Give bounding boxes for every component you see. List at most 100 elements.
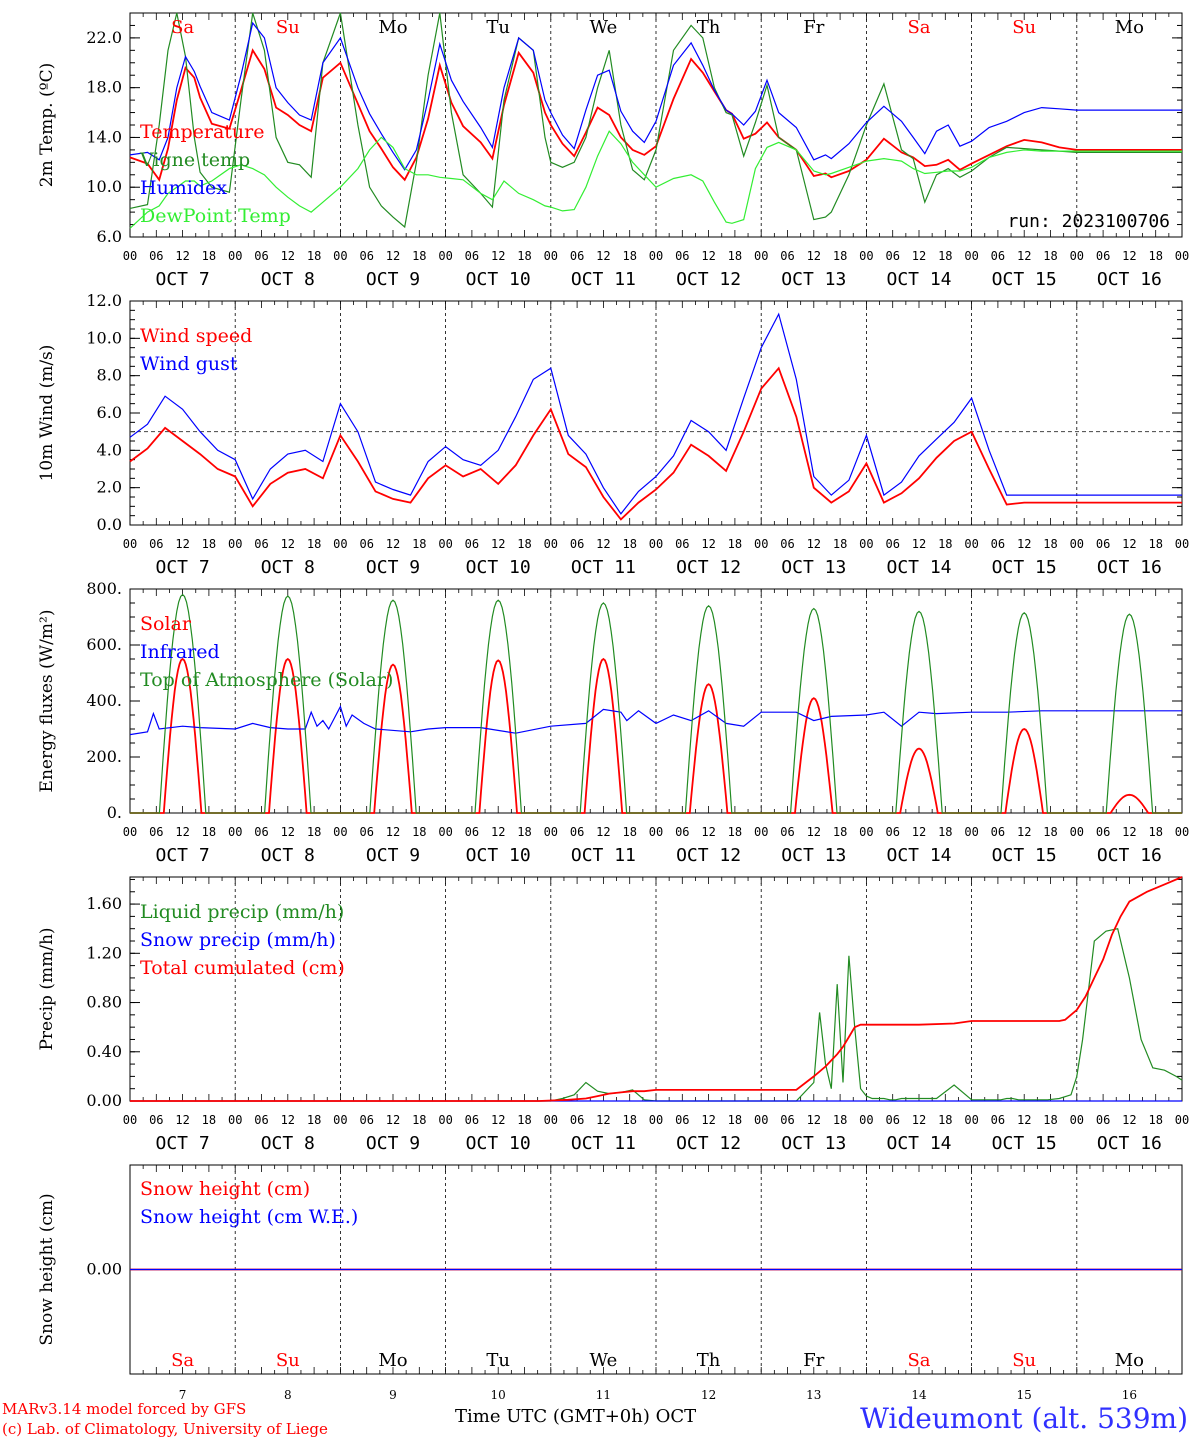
hour-tick-label: 00 — [228, 537, 242, 551]
weekday-label: Mo — [1115, 17, 1144, 38]
hour-tick-label: 18 — [412, 249, 426, 263]
date-tick-label: OCT 14 — [886, 269, 951, 290]
hour-tick-label: 12 — [386, 537, 400, 551]
date-tick-label: OCT 7 — [156, 1133, 210, 1154]
date-tick-label: OCT 11 — [571, 845, 636, 866]
hour-tick-label: 12 — [281, 537, 295, 551]
weekday-label: Su — [1012, 17, 1036, 38]
legend-entry: Snow precip (mm/h) — [140, 929, 336, 951]
day-number-label: 9 — [389, 1388, 397, 1402]
series-line-humidex — [129, 21, 1182, 171]
hour-tick-label: 06 — [780, 825, 794, 839]
hour-tick-label: 00 — [1070, 825, 1084, 839]
hour-tick-label: 12 — [281, 249, 295, 263]
y-tick-label: 600. — [86, 635, 122, 654]
hour-tick-label: 18 — [728, 249, 742, 263]
hour-tick-label: 06 — [991, 537, 1005, 551]
series-line-total-cumulated-cm- — [130, 876, 1183, 1102]
y-tick-label: 800. — [86, 579, 122, 598]
date-tick-label: OCT 11 — [571, 557, 636, 578]
weekday-label: Mo — [378, 1350, 407, 1371]
y-axis-title: Precip (mm/h) — [37, 927, 57, 1050]
hour-tick-label: 18 — [412, 1113, 426, 1127]
weekday-label: Fr — [803, 1350, 824, 1371]
hour-tick-label: 12 — [1017, 825, 1031, 839]
day-number-label: 14 — [911, 1388, 927, 1402]
hour-tick-label: 18 — [728, 1113, 742, 1127]
weekday-label: Su — [276, 1350, 300, 1371]
hour-tick-label: 18 — [202, 1113, 216, 1127]
date-tick-label: OCT 8 — [261, 845, 315, 866]
hour-tick-label: 18 — [1043, 537, 1057, 551]
hour-tick-label: 00 — [964, 825, 978, 839]
hour-tick-label: 12 — [175, 1113, 189, 1127]
weekday-label: Sa — [171, 1350, 194, 1371]
date-tick-label: OCT 15 — [992, 845, 1057, 866]
plot-frame — [129, 300, 1183, 526]
hour-tick-label: 00 — [964, 1113, 978, 1127]
y-axis-title: Energy fluxes (W/m²) — [37, 610, 57, 793]
hour-tick-label: 18 — [1043, 1113, 1057, 1127]
date-tick-label: OCT 11 — [571, 1133, 636, 1154]
y-axis-title: 10m Wind (m/s) — [37, 345, 57, 482]
hour-tick-label: 00 — [964, 249, 978, 263]
y-tick-label: 0.80 — [86, 993, 122, 1012]
hour-tick-label: 00 — [123, 1113, 137, 1127]
hour-tick-label: 12 — [701, 249, 715, 263]
hour-tick-label: 12 — [912, 825, 926, 839]
hour-tick-label: 06 — [254, 1113, 268, 1127]
hour-tick-label: 00 — [859, 825, 873, 839]
hour-tick-label: 18 — [1043, 825, 1057, 839]
hour-tick-label: 18 — [833, 825, 847, 839]
hour-tick-label: 06 — [991, 1113, 1005, 1127]
y-tick-label: 12.0 — [86, 291, 122, 310]
y-tick-label: 8.0 — [97, 366, 122, 385]
hour-tick-label: 12 — [175, 249, 189, 263]
hour-tick-label: 06 — [254, 537, 268, 551]
hour-tick-label: 06 — [780, 249, 794, 263]
hour-tick-label: 00 — [123, 537, 137, 551]
hour-tick-label: 00 — [649, 1113, 663, 1127]
hour-tick-label: 06 — [780, 1113, 794, 1127]
hour-tick-label: 06 — [254, 249, 268, 263]
hour-tick-label: 18 — [622, 537, 636, 551]
date-tick-label: OCT 16 — [1097, 1133, 1162, 1154]
hour-tick-label: 12 — [1017, 537, 1031, 551]
date-tick-label: OCT 13 — [781, 845, 846, 866]
y-tick-label: 0. — [107, 803, 122, 822]
legend-entry: Vigne temp — [139, 149, 250, 171]
hour-tick-label: 06 — [885, 249, 899, 263]
hour-tick-label: 06 — [359, 825, 373, 839]
hour-tick-label: 06 — [149, 825, 163, 839]
date-tick-label: OCT 14 — [886, 845, 951, 866]
hour-tick-label: 00 — [649, 249, 663, 263]
weekday-label: Sa — [907, 1350, 930, 1371]
date-tick-label: OCT 10 — [466, 1133, 531, 1154]
hour-tick-label: 12 — [807, 249, 821, 263]
y-tick-label: 6.0 — [97, 227, 122, 246]
hour-tick-label: 18 — [833, 537, 847, 551]
hour-tick-label: 00 — [438, 537, 452, 551]
legend-entry: Humidex — [140, 177, 227, 199]
hour-tick-label: 18 — [307, 537, 321, 551]
hour-tick-label: 00 — [438, 1113, 452, 1127]
hour-tick-label: 12 — [701, 537, 715, 551]
date-tick-label: OCT 9 — [366, 845, 420, 866]
hour-tick-label: 00 — [1175, 249, 1189, 263]
weekday-label: We — [590, 17, 618, 38]
hour-tick-label: 06 — [570, 1113, 584, 1127]
hour-tick-label: 12 — [912, 249, 926, 263]
date-tick-label: OCT 14 — [886, 557, 951, 578]
hour-tick-label: 00 — [333, 825, 347, 839]
hour-tick-label: 12 — [807, 1113, 821, 1127]
hour-tick-label: 06 — [465, 249, 479, 263]
y-tick-label: 400. — [86, 691, 122, 710]
series-line-infrared — [129, 705, 1182, 736]
hour-tick-label: 06 — [359, 1113, 373, 1127]
legend-entry: Temperature — [140, 121, 264, 143]
date-tick-label: OCT 16 — [1097, 845, 1162, 866]
hour-tick-label: 18 — [307, 249, 321, 263]
hour-tick-label: 06 — [465, 537, 479, 551]
legend-entry: Top of Atmosphere (Solar) — [140, 669, 393, 691]
hour-tick-label: 00 — [544, 1113, 558, 1127]
